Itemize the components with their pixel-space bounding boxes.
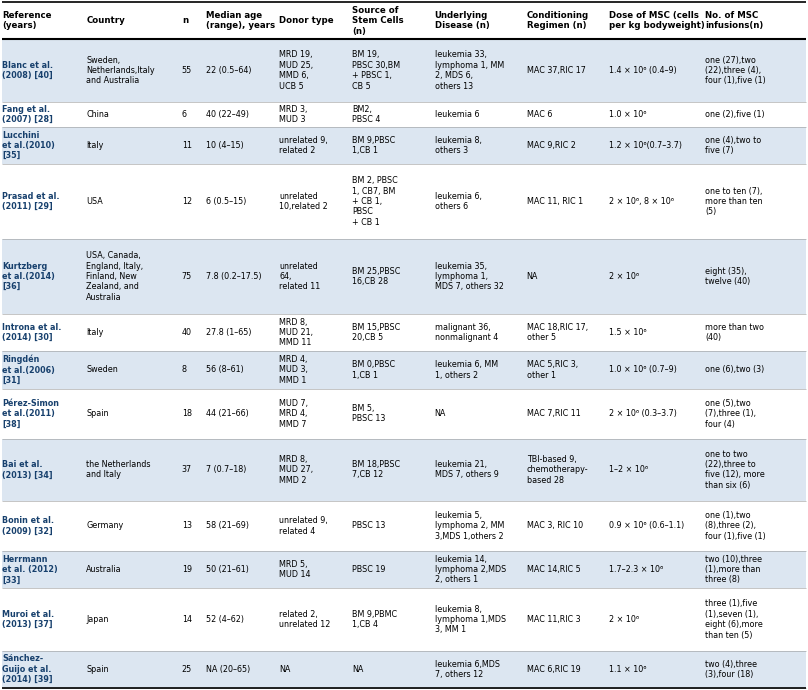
Text: one (27),two
(22),three (4),
four (1),five (1): one (27),two (22),three (4), four (1),fi… (705, 56, 766, 86)
Text: PBSC 13: PBSC 13 (352, 522, 386, 531)
Text: NA: NA (527, 272, 538, 281)
Text: MAC 37,RIC 17: MAC 37,RIC 17 (527, 66, 586, 75)
Text: USA: USA (86, 197, 103, 206)
Text: NA: NA (280, 664, 291, 674)
Text: China: China (86, 110, 109, 119)
Text: unrelated 9,
related 4: unrelated 9, related 4 (280, 516, 328, 535)
Text: Kurtzberg
et al.(2014)
[36]: Kurtzberg et al.(2014) [36] (2, 262, 55, 291)
Text: Italy: Italy (86, 141, 103, 150)
Text: related 2,
unrelated 12: related 2, unrelated 12 (280, 610, 330, 629)
Bar (2, 439, 806, 501)
Text: 56 (8–61): 56 (8–61) (206, 366, 244, 375)
Text: BM 2, PBSC
1, CB7, BM
+ CB 1,
PBSC
+ CB 1: BM 2, PBSC 1, CB7, BM + CB 1, PBSC + CB … (352, 176, 398, 227)
Text: NA (20–65): NA (20–65) (206, 664, 250, 674)
Text: Country: Country (86, 16, 125, 26)
Text: BM 0,PBSC
1,CB 1: BM 0,PBSC 1,CB 1 (352, 360, 396, 380)
Text: Fang et al.
(2007) [28]: Fang et al. (2007) [28] (2, 105, 53, 124)
Text: MAC 18,RIC 17,
other 5: MAC 18,RIC 17, other 5 (527, 323, 587, 342)
Text: MAC 11,RIC 3: MAC 11,RIC 3 (527, 615, 580, 624)
Text: MAC 14,RIC 5: MAC 14,RIC 5 (527, 565, 580, 574)
Text: 2 × 10⁶: 2 × 10⁶ (609, 272, 639, 281)
Text: 8: 8 (182, 366, 187, 375)
Bar (2, 164, 806, 239)
Text: MRD 8,
MUD 27,
MMD 2: MRD 8, MUD 27, MMD 2 (280, 455, 314, 484)
Bar (2, 351, 806, 388)
Text: Donor type: Donor type (280, 16, 334, 26)
Text: Underlying
Disease (n): Underlying Disease (n) (435, 11, 490, 30)
Bar (2, 2, 806, 39)
Text: BM 19,
PBSC 30,BM
+ PBSC 1,
CB 5: BM 19, PBSC 30,BM + PBSC 1, CB 5 (352, 50, 401, 90)
Text: two (4),three
(3),four (18): two (4),three (3),four (18) (705, 660, 757, 679)
Bar (2, 588, 806, 651)
Text: one (2),five (1): one (2),five (1) (705, 110, 765, 119)
Text: more than two
(40): more than two (40) (705, 323, 764, 342)
Text: 1.5 × 10⁶: 1.5 × 10⁶ (609, 328, 646, 337)
Text: unrelated 9,
related 2: unrelated 9, related 2 (280, 136, 328, 155)
Text: MAC 11, RIC 1: MAC 11, RIC 1 (527, 197, 583, 206)
Text: BM 9,PBMC
1,CB 4: BM 9,PBMC 1,CB 4 (352, 610, 398, 629)
Text: 55: 55 (182, 66, 192, 75)
Text: 37: 37 (182, 465, 192, 474)
Text: Australia: Australia (86, 565, 122, 574)
Text: 50 (21–61): 50 (21–61) (206, 565, 249, 574)
Text: leukemia 33,
lymphoma 1, MM
2, MDS 6,
others 13: leukemia 33, lymphoma 1, MM 2, MDS 6, ot… (435, 50, 504, 90)
Text: PBSC 19: PBSC 19 (352, 565, 386, 574)
Text: Spain: Spain (86, 409, 109, 418)
Bar (2, 651, 806, 688)
Text: 11: 11 (182, 141, 191, 150)
Text: leukemia 6,
others 6: leukemia 6, others 6 (435, 192, 482, 211)
Text: 14: 14 (182, 615, 191, 624)
Bar (2, 501, 806, 551)
Text: 1–2 × 10⁶: 1–2 × 10⁶ (609, 465, 648, 474)
Text: Sánchez-
Guijo et al.
(2014) [39]: Sánchez- Guijo et al. (2014) [39] (2, 654, 53, 684)
Text: BM 5,
PBSC 13: BM 5, PBSC 13 (352, 404, 386, 423)
Text: Pérez-Simon
et al.(2011)
[38]: Pérez-Simon et al.(2011) [38] (2, 399, 59, 428)
Text: the Netherlands
and Italy: the Netherlands and Italy (86, 460, 151, 480)
Text: 0.9 × 10⁶ (0.6–1.1): 0.9 × 10⁶ (0.6–1.1) (609, 522, 684, 531)
Text: 2 × 10⁶ (0.3–3.7): 2 × 10⁶ (0.3–3.7) (609, 409, 677, 418)
Text: Ringdén
et al.(2006)
[31]: Ringdén et al.(2006) [31] (2, 355, 55, 385)
Text: MAC 5,RIC 3,
other 1: MAC 5,RIC 3, other 1 (527, 360, 578, 380)
Text: MRD 8,
MUD 21,
MMD 11: MRD 8, MUD 21, MMD 11 (280, 317, 314, 348)
Text: 75: 75 (182, 272, 192, 281)
Text: one (4),two to
five (7): one (4),two to five (7) (705, 136, 762, 155)
Text: 22 (0.5–64): 22 (0.5–64) (206, 66, 251, 75)
Text: BM 15,PBSC
20,CB 5: BM 15,PBSC 20,CB 5 (352, 323, 401, 342)
Text: leukemia 35,
lymphoma 1,
MDS 7, others 32: leukemia 35, lymphoma 1, MDS 7, others 3… (435, 262, 503, 291)
Text: 52 (4–62): 52 (4–62) (206, 615, 244, 624)
Bar (2, 314, 806, 351)
Text: MRD 3,
MUD 3: MRD 3, MUD 3 (280, 105, 308, 124)
Text: 13: 13 (182, 522, 191, 531)
Text: MAC 9,RIC 2: MAC 9,RIC 2 (527, 141, 575, 150)
Text: 1.0 × 10⁶: 1.0 × 10⁶ (609, 110, 646, 119)
Text: Bonin et al.
(2009) [32]: Bonin et al. (2009) [32] (2, 516, 54, 535)
Text: BM2,
PBSC 4: BM2, PBSC 4 (352, 105, 381, 124)
Text: 19: 19 (182, 565, 192, 574)
Text: NA: NA (352, 664, 364, 674)
Text: 40: 40 (182, 328, 191, 337)
Bar (2, 239, 806, 314)
Text: MRD 5,
MUD 14: MRD 5, MUD 14 (280, 560, 311, 579)
Text: 7.8 (0.2–17.5): 7.8 (0.2–17.5) (206, 272, 262, 281)
Bar (2, 127, 806, 164)
Bar (2, 551, 806, 588)
Text: n: n (182, 16, 188, 26)
Text: Germany: Germany (86, 522, 124, 531)
Text: Prasad et al.
(2011) [29]: Prasad et al. (2011) [29] (2, 192, 60, 211)
Text: 25: 25 (182, 664, 192, 674)
Text: unrelated
10,related 2: unrelated 10,related 2 (280, 192, 328, 211)
Text: 10 (4–15): 10 (4–15) (206, 141, 244, 150)
Text: MRD 4,
MUD 3,
MMD 1: MRD 4, MUD 3, MMD 1 (280, 355, 308, 385)
Text: one (1),two
(8),three (2),
four (1),five (1): one (1),two (8),three (2), four (1),five… (705, 511, 766, 541)
Text: MAC 6: MAC 6 (527, 110, 552, 119)
Text: BM 9,PBSC
1,CB 1: BM 9,PBSC 1,CB 1 (352, 136, 396, 155)
Text: 2 × 10⁶, 8 × 10⁶: 2 × 10⁶, 8 × 10⁶ (609, 197, 674, 206)
Text: Bai et al.
(2013) [34]: Bai et al. (2013) [34] (2, 460, 53, 480)
Text: 18: 18 (182, 409, 191, 418)
Text: USA, Canada,
England, Italy,
Finland, New
Zealand, and
Australia: USA, Canada, England, Italy, Finland, Ne… (86, 251, 143, 302)
Text: Japan: Japan (86, 615, 108, 624)
Text: leukemia 14,
lymphoma 2,MDS
2, others 1: leukemia 14, lymphoma 2,MDS 2, others 1 (435, 555, 506, 584)
Text: 1.7–2.3 × 10⁶: 1.7–2.3 × 10⁶ (609, 565, 663, 574)
Text: MAC 7,RIC 11: MAC 7,RIC 11 (527, 409, 580, 418)
Text: leukemia 6, MM
1, others 2: leukemia 6, MM 1, others 2 (435, 360, 498, 380)
